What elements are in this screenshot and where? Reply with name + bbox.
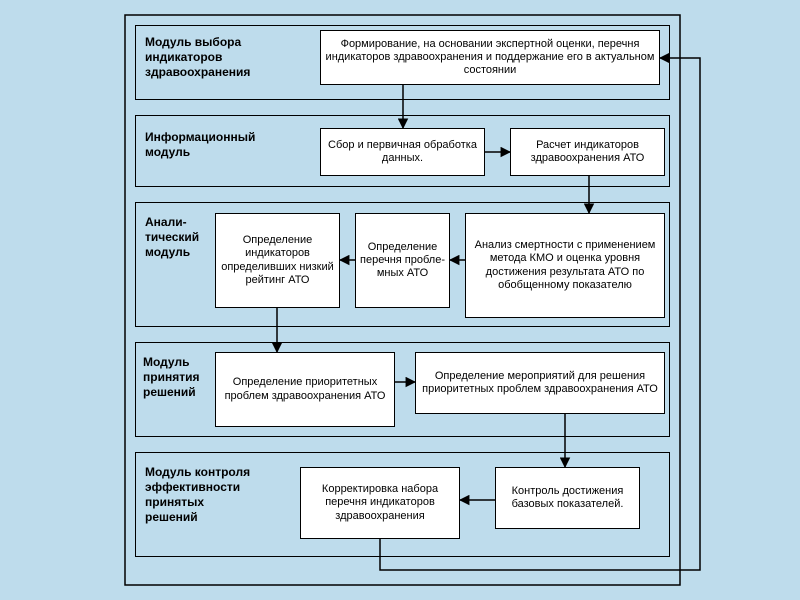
node-n1: Формирование, на основании экспертной оц… <box>320 30 660 85</box>
node-n7: Определение приоритетных проблем здравоо… <box>215 352 395 427</box>
node-n3: Расчет индикаторов здравоохранения АТО <box>510 128 665 176</box>
node-n9: Корректировка набора перечня индикаторов… <box>300 467 460 539</box>
module-label-m4: Модуль принятия решений <box>143 355 199 400</box>
node-n8: Определение мероприятий для решения прио… <box>415 352 665 414</box>
node-n2: Сбор и первичная обработка данных. <box>320 128 485 176</box>
node-n5: Определение перечня пробле-мных АТО <box>355 213 450 308</box>
module-label-m2: Информационный модуль <box>145 130 255 160</box>
node-n10: Контроль достижения базовых показателей. <box>495 467 640 529</box>
module-label-m3: Анали- тический модуль <box>145 215 199 260</box>
node-n4: Определение индикаторов определивших низ… <box>215 213 340 308</box>
module-label-m5: Модуль контроля эффективности принятых р… <box>145 465 250 525</box>
module-label-m1: Модуль выбора индикаторов здравоохранени… <box>145 35 250 80</box>
diagram-canvas: Модуль выбора индикаторов здравоохранени… <box>0 0 800 600</box>
node-n6: Анализ смертности с применением метода К… <box>465 213 665 318</box>
